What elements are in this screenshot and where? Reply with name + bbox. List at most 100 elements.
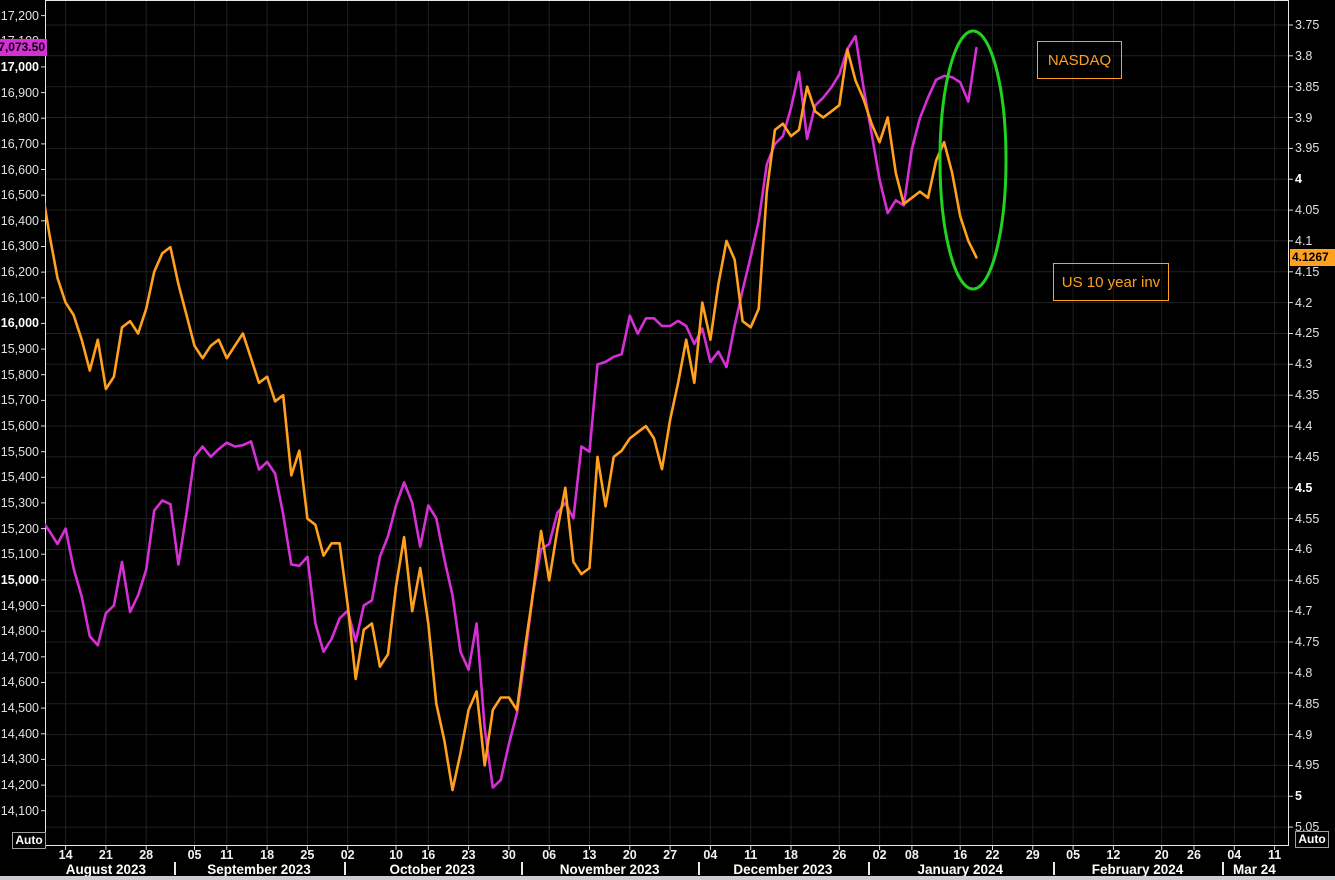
x-month-label: November 2023 <box>559 862 660 877</box>
month-separator <box>174 862 177 875</box>
left-axis-auto-button[interactable]: Auto <box>12 832 46 849</box>
month-separator <box>1052 862 1055 875</box>
y-left-tick-label: 14,800 <box>0 624 39 639</box>
y-left-tick-label: 15,100 <box>0 547 39 562</box>
y-right-tick-label: 4.25 <box>1295 326 1320 341</box>
y-left-tick-label: 15,400 <box>0 470 39 485</box>
x-day-tick-label: 10 <box>389 848 403 862</box>
us10y-annotation-label[interactable]: US 10 year inv <box>1053 263 1169 301</box>
y-right-tick-label: 4.2 <box>1295 295 1313 310</box>
x-day-tick-label: 05 <box>1066 848 1081 862</box>
x-day-tick-label: 20 <box>622 848 637 862</box>
y-right-tick-label: 3.7 <box>1295 0 1312 1</box>
y-left-tick-label: 16,600 <box>0 162 39 177</box>
x-day-tick-label: 22 <box>985 848 1000 862</box>
x-day-tick-label: 04 <box>1227 848 1242 862</box>
x-month-label: August 2023 <box>65 862 147 877</box>
x-day-tick-label: 26 <box>832 848 847 862</box>
month-separator <box>520 862 523 875</box>
x-day-tick-label: 11 <box>220 848 234 862</box>
y-left-tick-label: 15,900 <box>0 342 39 357</box>
bottom-strip <box>0 876 1335 880</box>
x-month-label: October 2023 <box>389 862 476 877</box>
y-left-tick-label: 16,800 <box>0 111 39 126</box>
y-left-tick-label: 16,500 <box>0 188 39 203</box>
y-left-tick-label: 16,900 <box>0 85 39 100</box>
x-day-tick-label: 04 <box>703 848 718 862</box>
y-right-tick-label: 4.75 <box>1295 635 1320 649</box>
x-day-tick-label: 11 <box>1267 848 1282 862</box>
y-right-tick-label: 4.05 <box>1295 203 1320 218</box>
y-left-tick-label: 14,100 <box>0 803 39 818</box>
plot-border <box>45 0 1289 846</box>
y-left-tick-label: 16,300 <box>0 239 39 254</box>
x-day-tick-label: 08 <box>904 848 919 862</box>
x-day-tick-label: 29 <box>1025 848 1040 862</box>
y-left-tick-label: 14,600 <box>0 675 39 690</box>
y-right-tick-label: 4.1 <box>1295 233 1313 248</box>
x-day-tick-label: 23 <box>461 848 476 862</box>
y-right-tick-label: 4.9 <box>1295 727 1313 742</box>
nasdaq-line <box>45 34 978 789</box>
x-day-tick-label: 26 <box>1187 848 1201 862</box>
y-left-tick-label: 14,400 <box>0 726 39 741</box>
x-day-tick-label: 28 <box>139 848 154 862</box>
y-right-tick-label: 4.65 <box>1295 573 1320 588</box>
nasdaq-annotation-label[interactable]: NASDAQ <box>1037 41 1122 79</box>
x-day-tick-label: 30 <box>501 848 516 862</box>
x-day-tick-label: 11 <box>744 848 758 862</box>
month-separator <box>343 862 346 875</box>
x-day-tick-label: 12 <box>1106 848 1121 862</box>
y-left-tick-label: 16,000 <box>0 316 39 331</box>
y-left-tick-label: 15,000 <box>0 572 39 587</box>
x-day-tick-label: 18 <box>260 848 275 862</box>
y-right-tick-label: 4.45 <box>1295 449 1320 464</box>
x-day-tick-label: 27 <box>663 848 678 862</box>
y-left-tick-label: 15,600 <box>0 419 39 433</box>
y-right-tick-label: 4.6 <box>1295 542 1313 557</box>
y-right-tick-label: 4.5 <box>1295 480 1313 495</box>
y-right-tick-label: 5 <box>1295 789 1302 804</box>
y-left-tick-label: 17,000 <box>0 59 39 74</box>
y-left-tick-label: 17,200 <box>0 8 39 23</box>
us10y-line <box>45 48 978 792</box>
y-right-tick-label: 4.95 <box>1295 758 1320 773</box>
y-right-tick-label: 3.8 <box>1295 48 1313 63</box>
x-day-tick-label: 14 <box>58 848 73 862</box>
y-right-tick-label: 4.4 <box>1295 419 1313 434</box>
y-right-tick-label: 4.3 <box>1295 357 1313 372</box>
y-right-tick-label: 3.9 <box>1295 110 1313 125</box>
x-day-tick-label: 02 <box>872 848 887 862</box>
x-day-tick-label: 05 <box>187 848 202 862</box>
us10y-last-price-label: 4.1267 <box>1290 249 1335 266</box>
month-separator <box>698 862 701 875</box>
x-day-tick-label: 18 <box>784 848 798 862</box>
x-month-label: December 2023 <box>733 862 833 877</box>
y-right-tick-label: 3.75 <box>1295 17 1320 32</box>
y-right-tick-label: 4 <box>1295 172 1302 187</box>
y-left-tick-label: 16,700 <box>0 136 39 151</box>
y-right-tick-label: 4.55 <box>1295 511 1320 526</box>
y-right-tick-label: 4.8 <box>1295 665 1313 680</box>
y-left-tick-label: 16,100 <box>0 290 39 305</box>
month-separator <box>867 862 870 875</box>
month-separator <box>1222 862 1225 875</box>
right-axis-auto-button[interactable]: Auto <box>1295 831 1329 848</box>
x-month-label: Mar 24 <box>1233 862 1276 877</box>
x-month-label: February 2024 <box>1091 862 1184 877</box>
y-right-tick-label: 4.85 <box>1295 696 1320 711</box>
y-left-tick-label: 14,700 <box>0 649 39 664</box>
y-right-tick-label: 3.85 <box>1295 79 1320 94</box>
y-left-tick-label: 16,200 <box>0 265 39 280</box>
x-day-tick-label: 16 <box>953 848 968 862</box>
y-left-tick-label: 14,900 <box>0 598 39 613</box>
y-right-tick-label: 4.15 <box>1295 264 1320 279</box>
highlight-ellipse[interactable] <box>938 29 1008 291</box>
y-right-tick-label: 4.7 <box>1295 604 1313 619</box>
x-day-tick-label: 02 <box>340 848 355 862</box>
x-day-tick-label: 16 <box>421 848 436 862</box>
y-left-tick-label: 15,700 <box>0 393 39 408</box>
x-day-tick-label: 13 <box>582 848 597 862</box>
